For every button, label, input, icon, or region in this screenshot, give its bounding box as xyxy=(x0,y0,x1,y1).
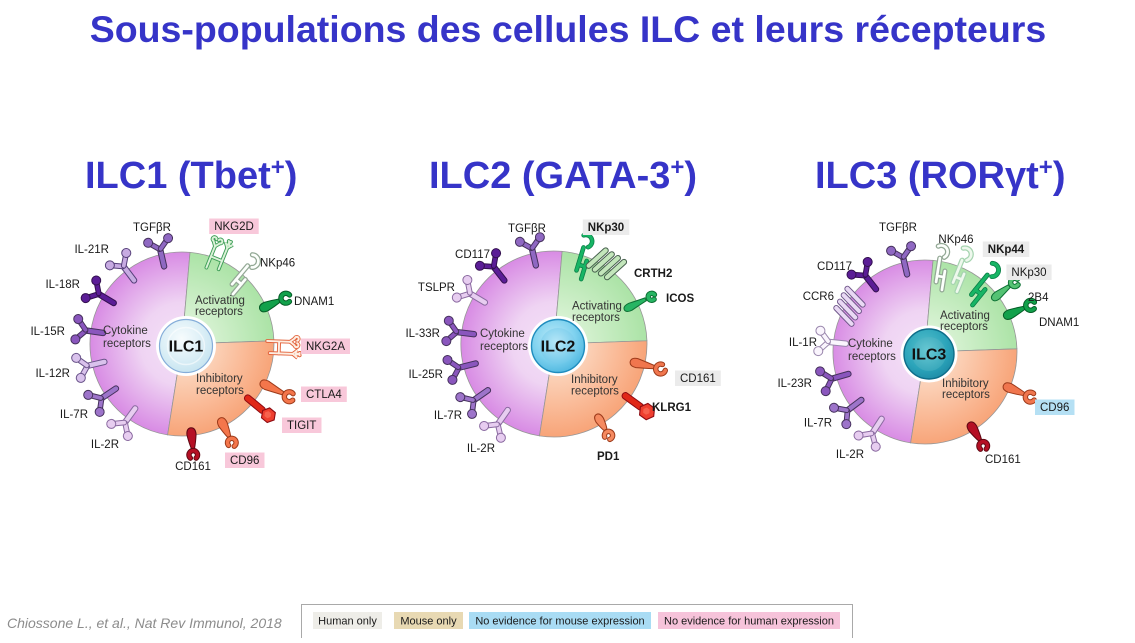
svg-text:CD117: CD117 xyxy=(455,249,490,261)
svg-text:NKp44: NKp44 xyxy=(988,244,1025,256)
svg-text:Sous-populations des cellules: Sous-populations des cellules ILC et leu… xyxy=(90,8,1047,50)
svg-text:NKp46: NKp46 xyxy=(260,258,295,270)
svg-text:TIGIT: TIGIT xyxy=(287,420,316,432)
svg-text:IL-21R: IL-21R xyxy=(74,244,109,256)
svg-text:ILC1 (Tbet+): ILC1 (Tbet+) xyxy=(85,154,297,197)
svg-text:Human only: Human only xyxy=(318,616,377,628)
svg-text:ILC3 (RORγt+): ILC3 (RORγt+) xyxy=(815,154,1065,197)
svg-text:receptors: receptors xyxy=(103,338,151,350)
svg-text:KLRG1: KLRG1 xyxy=(652,402,692,414)
svg-text:IL-1R: IL-1R xyxy=(789,337,817,349)
svg-text:Inhibitory: Inhibitory xyxy=(196,373,243,385)
svg-text:IL-2R: IL-2R xyxy=(836,449,864,461)
svg-text:IL-7R: IL-7R xyxy=(60,409,88,421)
svg-text:receptors: receptors xyxy=(480,341,528,353)
svg-text:IL-7R: IL-7R xyxy=(804,418,832,430)
svg-text:NKp30: NKp30 xyxy=(588,222,624,234)
svg-text:IL-7R: IL-7R xyxy=(434,410,462,422)
svg-text:CD161: CD161 xyxy=(985,454,1021,466)
svg-text:IL-2R: IL-2R xyxy=(467,443,495,455)
svg-text:Cytokine: Cytokine xyxy=(848,338,893,350)
svg-text:ILC2 (GATA-3+): ILC2 (GATA-3+) xyxy=(429,154,697,197)
svg-text:NKG2D: NKG2D xyxy=(214,221,254,233)
svg-text:Chiossone L., et al., Nat Rev: Chiossone L., et al., Nat Rev Immunol, 2… xyxy=(7,615,282,631)
svg-text:CD96: CD96 xyxy=(230,455,259,467)
svg-text:CD161: CD161 xyxy=(680,373,716,385)
svg-text:TGFβR: TGFβR xyxy=(508,223,546,235)
svg-text:receptors: receptors xyxy=(572,312,620,324)
svg-text:TGFβR: TGFβR xyxy=(133,222,171,234)
svg-text:2B4: 2B4 xyxy=(1028,292,1049,304)
svg-text:TGFβR: TGFβR xyxy=(879,222,917,234)
svg-text:receptors: receptors xyxy=(940,321,988,333)
svg-text:TSLPR: TSLPR xyxy=(418,282,455,294)
svg-text:CTLA4: CTLA4 xyxy=(306,389,342,401)
svg-text:CD161: CD161 xyxy=(175,461,211,473)
svg-text:No evidence for mouse expressi: No evidence for mouse expression xyxy=(475,616,644,628)
svg-text:IL-18R: IL-18R xyxy=(45,279,80,291)
svg-text:ILC2: ILC2 xyxy=(541,339,576,356)
svg-text:PD1: PD1 xyxy=(597,451,620,463)
svg-text:Cytokine: Cytokine xyxy=(480,328,525,340)
svg-text:CRTH2: CRTH2 xyxy=(634,268,672,280)
svg-text:receptors: receptors xyxy=(571,386,619,398)
svg-text:IL-25R: IL-25R xyxy=(408,369,443,381)
svg-text:DNAM1: DNAM1 xyxy=(1039,317,1079,329)
svg-text:IL-15R: IL-15R xyxy=(30,326,65,338)
svg-text:IL-2R: IL-2R xyxy=(91,439,119,451)
svg-text:IL-23R: IL-23R xyxy=(777,378,812,390)
svg-text:NKG2A: NKG2A xyxy=(306,341,345,353)
svg-text:CD117: CD117 xyxy=(817,261,852,273)
svg-text:Mouse only: Mouse only xyxy=(400,616,457,628)
svg-text:Activating: Activating xyxy=(572,301,622,313)
svg-text:ILC3: ILC3 xyxy=(912,347,947,364)
svg-text:Cytokine: Cytokine xyxy=(103,325,148,337)
svg-text:receptors: receptors xyxy=(848,351,896,363)
svg-text:ICOS: ICOS xyxy=(666,293,694,305)
svg-text:receptors: receptors xyxy=(195,306,243,318)
svg-text:ILC1: ILC1 xyxy=(169,339,204,356)
svg-text:CCR6: CCR6 xyxy=(803,291,834,303)
svg-text:DNAM1: DNAM1 xyxy=(294,296,334,308)
svg-text:receptors: receptors xyxy=(196,385,244,397)
svg-text:IL-12R: IL-12R xyxy=(35,368,70,380)
svg-text:receptors: receptors xyxy=(942,389,990,401)
svg-text:NKp30: NKp30 xyxy=(1011,267,1046,279)
svg-text:Inhibitory: Inhibitory xyxy=(571,374,618,386)
svg-text:NKp46: NKp46 xyxy=(938,234,973,246)
svg-text:CD96: CD96 xyxy=(1040,402,1069,414)
svg-text:IL-33R: IL-33R xyxy=(405,328,440,340)
svg-text:No evidence for human expressi: No evidence for human expression xyxy=(664,616,834,628)
